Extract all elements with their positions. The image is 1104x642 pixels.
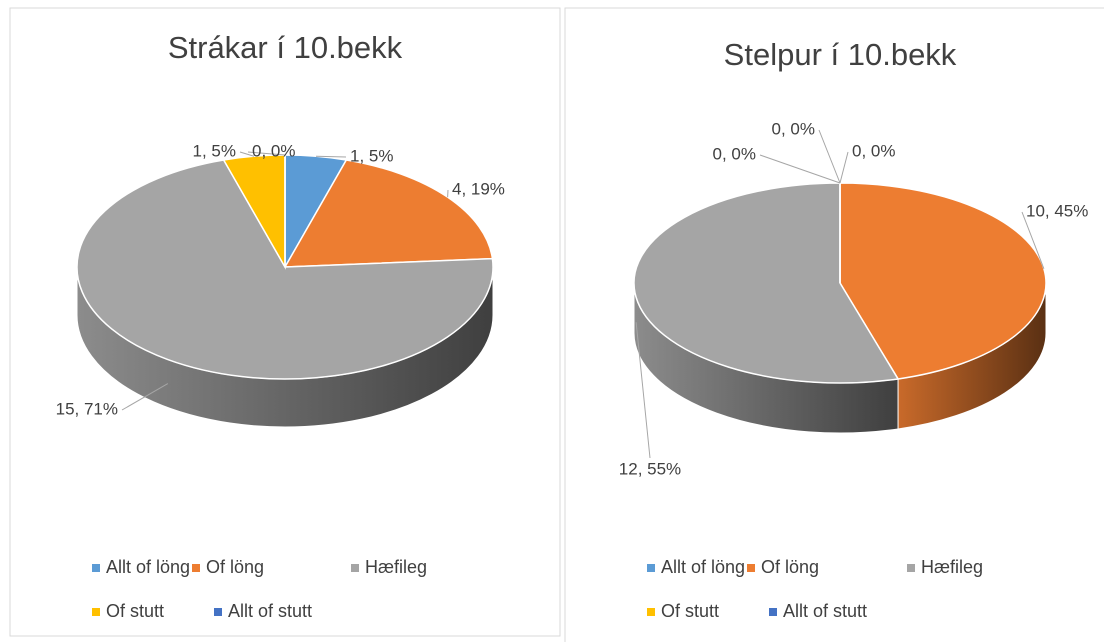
data-label: 0, 0% (772, 119, 815, 138)
pie-slice (633, 182, 900, 384)
data-label: 0, 0% (852, 141, 895, 160)
chart-title: Stelpur í 10.bekk (724, 37, 957, 72)
pie (633, 182, 1047, 434)
legend-label: Allt of löng (661, 557, 745, 577)
legend-swatch (92, 608, 100, 616)
leader-line (315, 155, 347, 158)
data-label: 0, 0% (252, 141, 295, 160)
leader-line (1021, 211, 1045, 269)
legend-swatch (747, 564, 755, 572)
legend-label: Hæfileg (365, 557, 427, 577)
legend-swatch (92, 564, 100, 572)
legend-label: Allt of löng (106, 557, 190, 577)
legend-swatch (769, 608, 777, 616)
data-label: 10, 45% (1026, 201, 1088, 220)
leader-line (635, 322, 651, 459)
data-label: 12, 55% (619, 459, 681, 478)
legend-label: Of löng (761, 557, 819, 577)
legend-swatch (647, 564, 655, 572)
legend-label: Of stutt (661, 601, 719, 621)
legend-swatch (192, 564, 200, 572)
data-label: 1, 5% (193, 141, 236, 160)
data-label: 15, 71% (56, 399, 118, 418)
data-label: 4, 19% (452, 179, 505, 198)
legend-swatch (647, 608, 655, 616)
pie (76, 154, 494, 428)
leader-line (759, 154, 841, 184)
legend-label: Allt of stutt (783, 601, 867, 621)
legend-swatch (351, 564, 359, 572)
legend-label: Allt of stutt (228, 601, 312, 621)
pie-slice (76, 159, 494, 380)
legend-swatch (214, 608, 222, 616)
leader-line (247, 151, 286, 156)
legend-swatch (907, 564, 915, 572)
chart-title: Strákar í 10.bekk (168, 30, 403, 65)
pie-slice (283, 159, 494, 268)
leader-line (818, 129, 841, 184)
data-label: 1, 5% (350, 146, 393, 165)
leader-line (121, 383, 169, 411)
leader-line (239, 151, 255, 157)
legend-label: Of stutt (106, 601, 164, 621)
data-label: 0, 0% (713, 144, 756, 163)
legend-label: Of löng (206, 557, 264, 577)
leader-line (839, 151, 849, 184)
legend-label: Hæfileg (921, 557, 983, 577)
